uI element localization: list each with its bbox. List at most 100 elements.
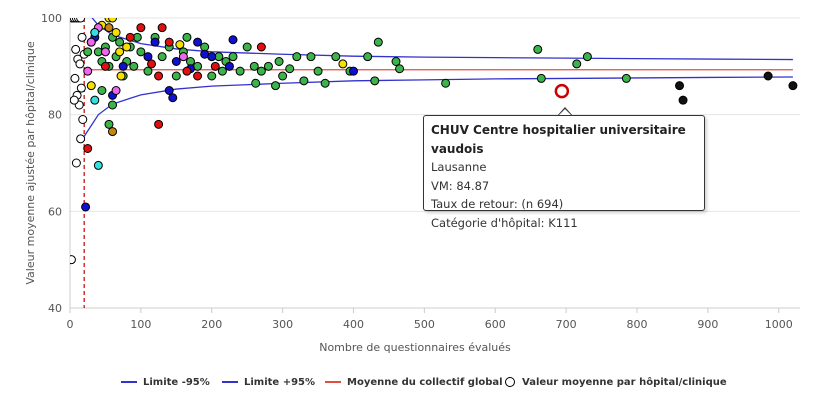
data-point-black	[788, 81, 798, 91]
data-point-yellow	[116, 71, 126, 81]
x-tick-label: 500	[414, 318, 435, 331]
data-point-white	[70, 255, 76, 265]
data-point-white	[78, 115, 88, 124]
data-point-green	[104, 119, 114, 129]
data-point-green	[207, 71, 217, 81]
x-tick-label: 800	[626, 318, 647, 331]
legend-circle-icon	[505, 377, 515, 387]
data-point-green	[251, 78, 261, 88]
x-tick-label: 700	[556, 318, 577, 331]
x-tick-label: 600	[485, 318, 506, 331]
data-point-green	[249, 61, 259, 71]
y-tick-label: 80	[48, 109, 62, 122]
legend-line-icon	[222, 381, 238, 383]
legend-label: Limite +95%	[244, 376, 316, 388]
data-point-green	[274, 57, 284, 66]
legend-label: Valeur moyenne par hôpital/clinique	[522, 376, 727, 388]
data-point-green	[363, 52, 373, 62]
legend: Limite -95% Limite +95% Moyenne du colle…	[0, 374, 816, 390]
data-point-green	[331, 52, 341, 62]
data-point-blue	[171, 57, 181, 66]
data-point-red	[154, 71, 164, 81]
data-point-green	[256, 66, 266, 76]
legend-item-global-mean[interactable]: Moyenne du collectif global	[325, 374, 503, 390]
data-point-blue	[150, 37, 160, 47]
data-point-green	[299, 76, 309, 86]
legend-item-limit-plus[interactable]: Limite +95%	[222, 374, 315, 390]
data-point-red	[136, 23, 146, 33]
data-point-green	[533, 44, 543, 54]
data-point-green	[157, 52, 167, 62]
data-point-white	[71, 44, 81, 54]
data-point-white	[76, 83, 86, 93]
x-tick-label: 100	[130, 318, 151, 331]
data-point-green	[285, 64, 295, 74]
data-point-green	[143, 66, 153, 76]
data-point-yellow	[86, 81, 96, 91]
y-tick-label: 100	[41, 12, 62, 25]
data-point-green	[97, 86, 107, 95]
data-point-orange	[108, 127, 118, 137]
legend-item-limit-minus[interactable]: Limite -95%	[121, 374, 210, 390]
x-tick-label: 0	[67, 318, 74, 331]
data-point-green	[217, 66, 227, 76]
data-point-red	[100, 61, 110, 71]
data-point-white	[70, 95, 79, 105]
data-point-blue	[207, 52, 217, 62]
data-point-yellow	[108, 18, 118, 23]
data-point-green	[171, 71, 181, 81]
data-point-white	[77, 32, 87, 42]
data-point-green	[582, 52, 592, 62]
y-tick-label: 60	[48, 205, 62, 218]
data-point-magenta	[111, 86, 121, 95]
data-point-red	[210, 61, 220, 71]
tooltip-pointer-inner	[558, 109, 572, 116]
legend-label: Limite -95%	[143, 376, 210, 388]
data-point-white	[76, 134, 86, 144]
x-tick-label: 200	[201, 318, 222, 331]
data-point-black	[763, 71, 773, 81]
data-point-blue	[81, 202, 91, 212]
data-point-red	[157, 23, 167, 33]
tooltip-return-rate: Taux de retour: (n 694)	[431, 197, 564, 211]
y-axis-title: Valeur moyenne ajustée par hôpital/clini…	[24, 41, 37, 284]
data-point-white	[75, 59, 85, 69]
data-point-red	[147, 59, 157, 69]
tooltip-value: VM: 84.87	[431, 178, 490, 193]
data-point-green	[242, 42, 252, 52]
data-point-white	[76, 18, 86, 23]
data-point-magenta	[83, 66, 93, 76]
data-point-white	[70, 73, 80, 83]
data-point-green	[292, 52, 302, 62]
data-point-green	[182, 32, 192, 42]
data-point-yellow	[122, 42, 132, 52]
x-tick-label: 400	[343, 318, 364, 331]
data-point-green	[313, 66, 323, 76]
data-point-green	[235, 66, 245, 76]
data-point-red	[154, 119, 164, 129]
data-point-red	[256, 42, 266, 52]
data-point-green	[441, 78, 451, 88]
data-point-yellow	[111, 28, 121, 37]
data-point-red	[193, 71, 203, 81]
data-point-green	[373, 37, 383, 47]
data-point-green	[83, 47, 93, 57]
legend-label: Moyenne du collectif global	[347, 376, 503, 388]
data-point-yellow	[115, 47, 125, 57]
data-point-orange	[104, 23, 114, 33]
data-point-magenta	[100, 47, 110, 57]
data-point-magenta	[86, 37, 96, 47]
x-tick-label: 300	[272, 318, 293, 331]
tooltip-location: Lausanne	[431, 160, 487, 174]
legend-item-hospital-value[interactable]: Valeur moyenne par hôpital/clinique	[505, 374, 727, 390]
data-point-cyan	[93, 160, 103, 170]
data-point-green	[572, 59, 582, 69]
data-point-green	[136, 47, 146, 57]
data-point-red	[182, 66, 192, 76]
data-point-green	[370, 76, 380, 86]
data-point-black	[678, 95, 688, 105]
scatter-chart: 0 100 200 300 400 500 600 700 800 900 1000 40 60 80 10…	[24, 12, 800, 354]
data-point-white	[71, 158, 81, 168]
legend-line-icon	[325, 381, 341, 383]
data-point-yellow	[338, 59, 348, 69]
